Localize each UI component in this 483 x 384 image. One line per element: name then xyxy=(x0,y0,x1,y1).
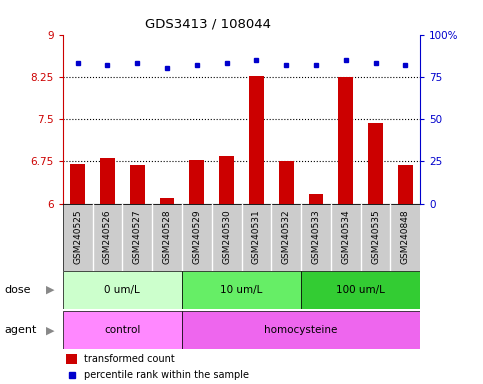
Text: GSM240526: GSM240526 xyxy=(103,210,112,265)
Text: GSM240525: GSM240525 xyxy=(73,210,82,265)
Text: 100 um/L: 100 um/L xyxy=(336,285,385,295)
Text: agent: agent xyxy=(5,325,37,335)
Bar xyxy=(219,156,234,204)
Text: GSM240529: GSM240529 xyxy=(192,210,201,265)
Text: 10 um/L: 10 um/L xyxy=(220,285,263,295)
Bar xyxy=(279,161,294,204)
Text: dose: dose xyxy=(5,285,31,295)
Bar xyxy=(63,271,182,309)
Text: GSM240848: GSM240848 xyxy=(401,210,410,265)
Bar xyxy=(63,311,182,349)
Text: GDS3413 / 108044: GDS3413 / 108044 xyxy=(145,17,270,30)
Text: ▶: ▶ xyxy=(46,325,55,335)
Bar xyxy=(182,271,301,309)
Text: GSM240535: GSM240535 xyxy=(371,210,380,265)
Bar xyxy=(309,194,324,204)
Bar xyxy=(249,76,264,204)
Text: 0 um/L: 0 um/L xyxy=(104,285,140,295)
Text: GSM240527: GSM240527 xyxy=(133,210,142,265)
Bar xyxy=(182,311,420,349)
Bar xyxy=(130,165,145,204)
Text: GSM240533: GSM240533 xyxy=(312,210,320,265)
Bar xyxy=(368,123,383,204)
Text: transformed count: transformed count xyxy=(84,354,175,364)
Text: ▶: ▶ xyxy=(46,285,55,295)
Text: control: control xyxy=(104,325,141,335)
Text: GSM240534: GSM240534 xyxy=(341,210,350,265)
Text: GSM240530: GSM240530 xyxy=(222,210,231,265)
Bar xyxy=(189,160,204,204)
Bar xyxy=(70,164,85,204)
Bar xyxy=(159,198,174,204)
Text: percentile rank within the sample: percentile rank within the sample xyxy=(84,370,249,380)
Text: GSM240531: GSM240531 xyxy=(252,210,261,265)
Bar xyxy=(398,165,413,204)
Bar xyxy=(66,354,77,364)
Text: GSM240532: GSM240532 xyxy=(282,210,291,265)
Bar xyxy=(338,77,353,204)
Text: GSM240528: GSM240528 xyxy=(163,210,171,265)
Bar xyxy=(100,159,115,204)
Text: homocysteine: homocysteine xyxy=(264,325,338,335)
Bar xyxy=(301,271,420,309)
